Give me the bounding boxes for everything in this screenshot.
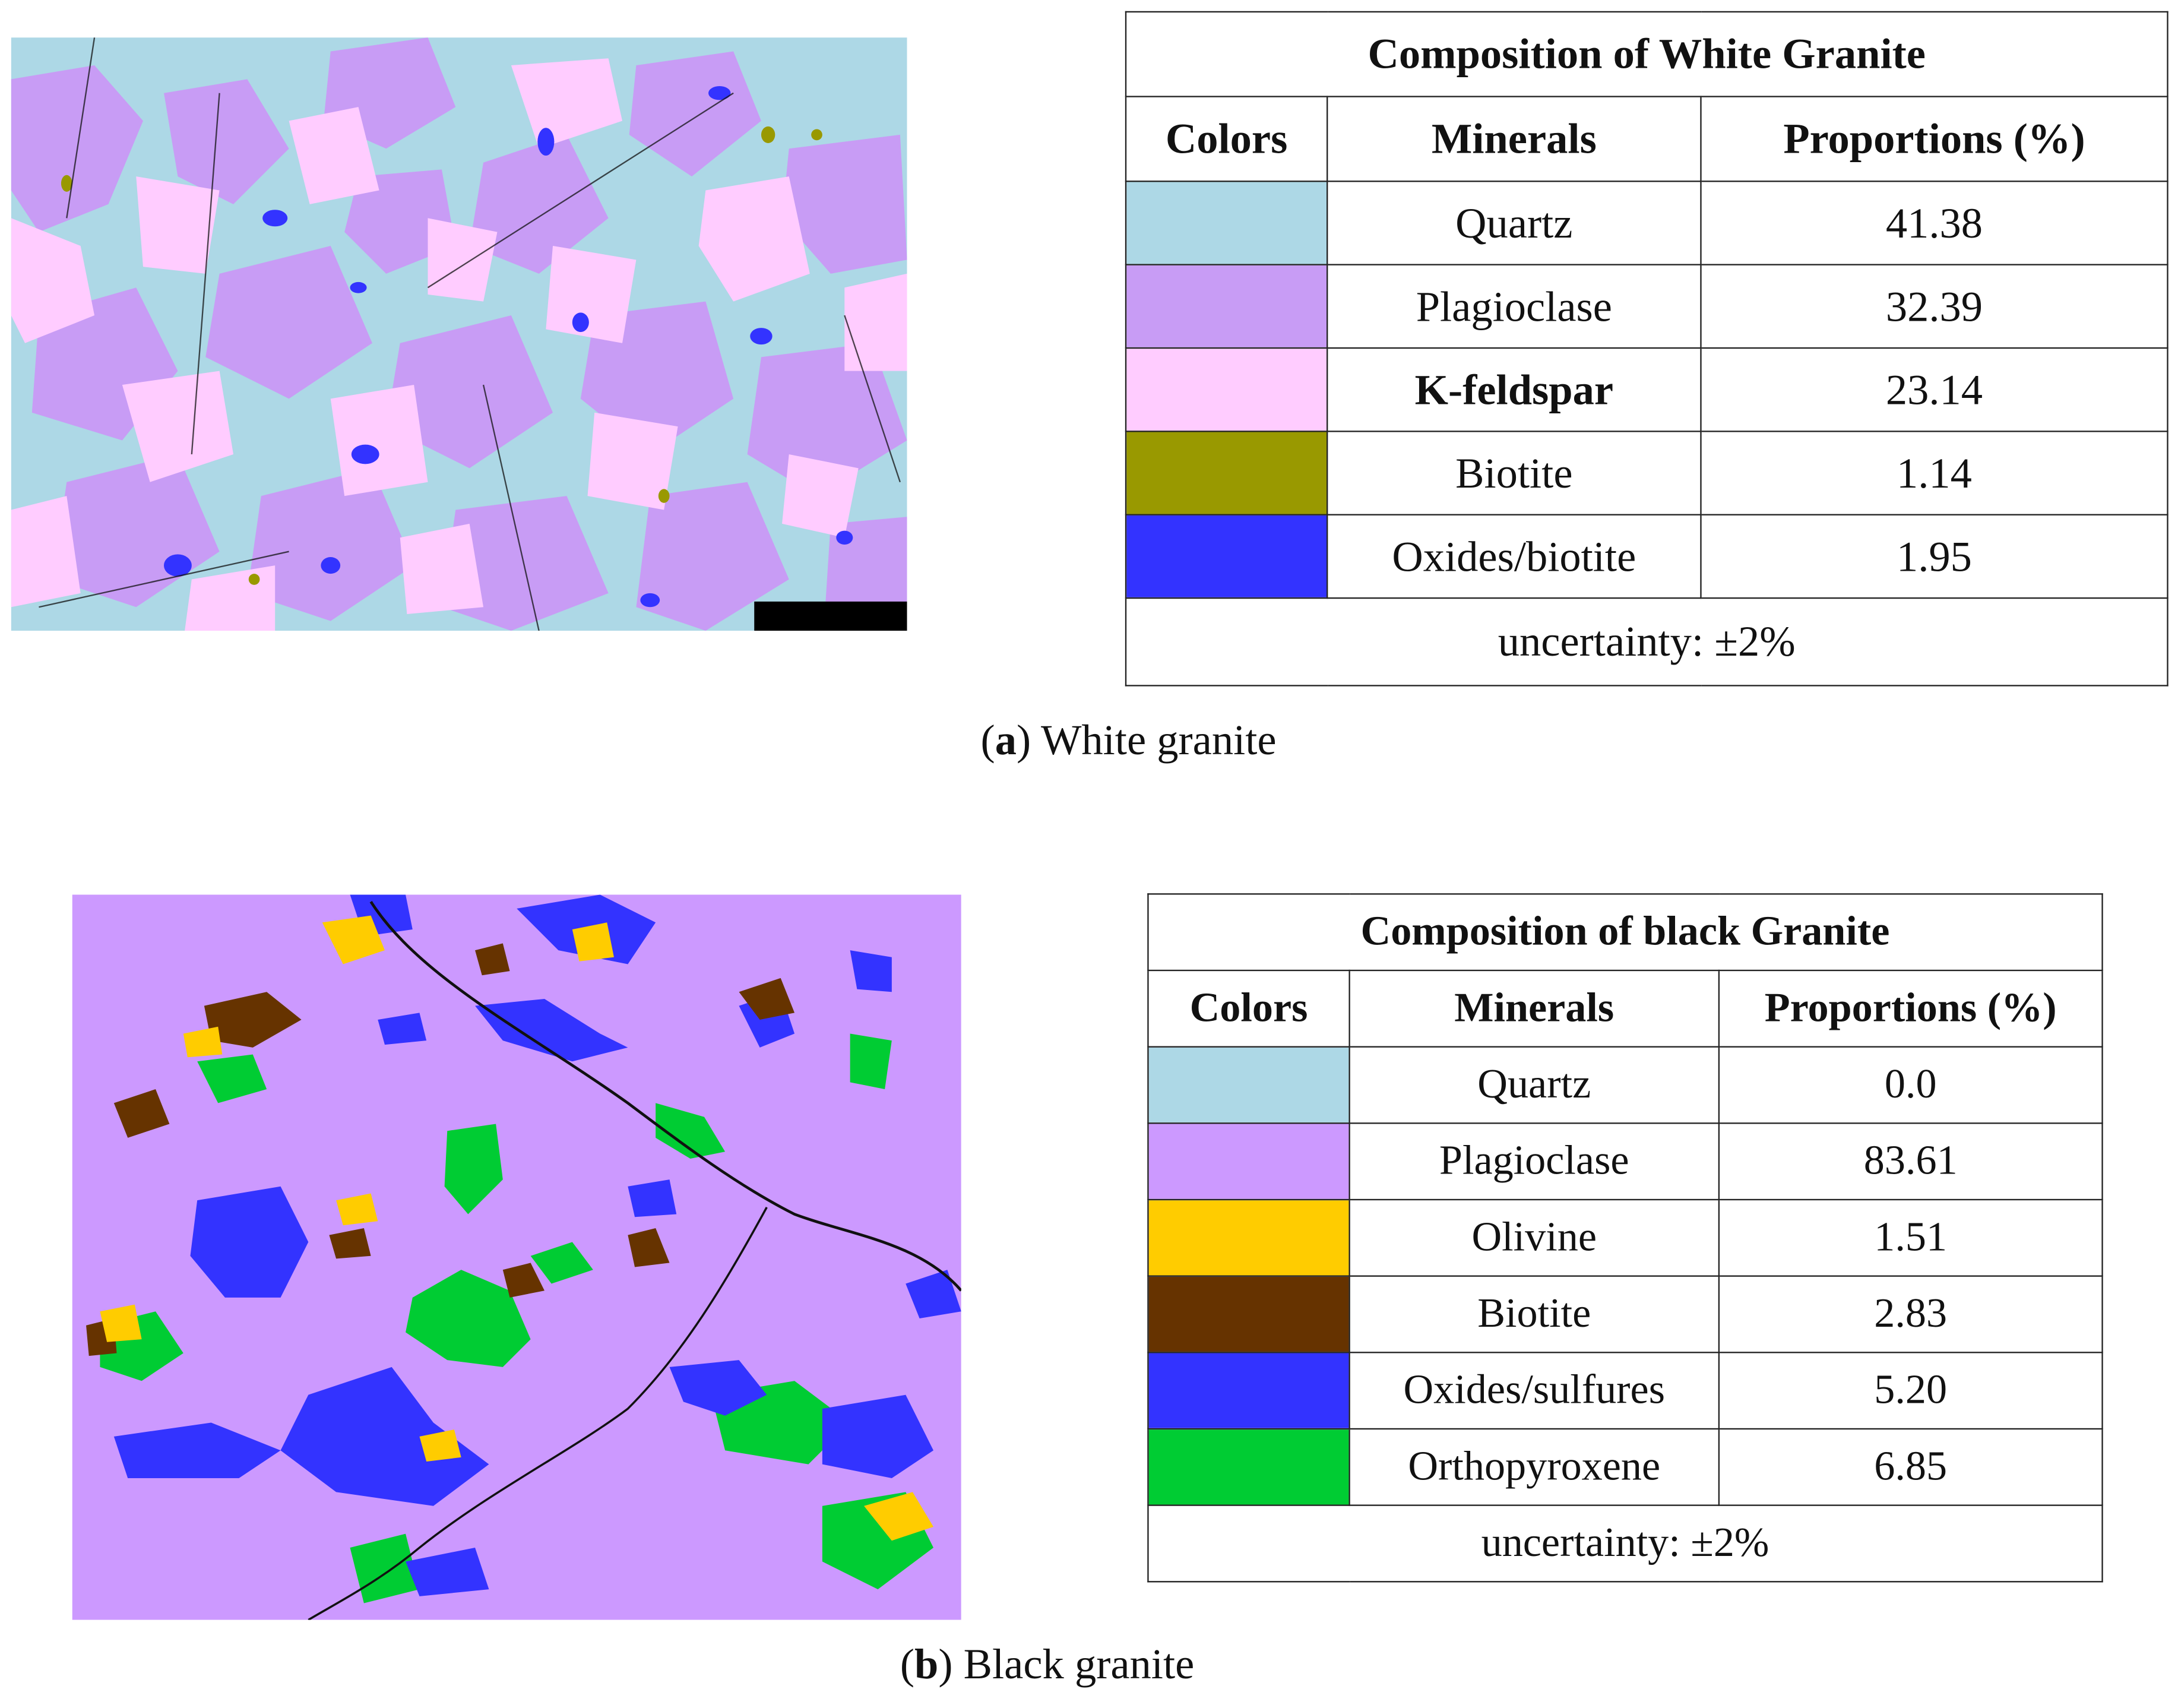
mineral-proportion: 1.51: [1718, 1198, 2103, 1277]
biotite-grains: [86, 943, 795, 1356]
color-swatch: [1147, 1352, 1350, 1430]
caption-b: (b) Black granite: [900, 1639, 1195, 1688]
mineral-proportion: 5.20: [1718, 1352, 2103, 1430]
k-feldspar-grains: [11, 58, 907, 631]
mineral-proportion: 83.61: [1718, 1122, 2103, 1201]
mineral-name: K-feldspar: [1327, 347, 1702, 432]
mineral-proportion: 0.0: [1718, 1046, 2103, 1124]
mineral-name: Oxides/biotite: [1327, 514, 1702, 599]
mineral-proportion: 1.14: [1700, 431, 2168, 515]
table-title: Composition of White Granite: [1125, 11, 2168, 97]
caption-letter: b: [914, 1639, 939, 1688]
color-swatch: [1125, 514, 1328, 599]
mineral-name: Quartz: [1348, 1046, 1720, 1124]
color-swatch: [1147, 1122, 1350, 1201]
color-swatch: [1147, 1046, 1350, 1124]
table-title: Composition of black Granite: [1147, 893, 2103, 972]
color-swatch: [1125, 181, 1328, 265]
scale-bar: [754, 601, 907, 631]
color-swatch: [1147, 1198, 1350, 1277]
color-swatch: [1125, 431, 1328, 515]
biotite-grains: [61, 126, 822, 585]
black-granite-mineral-map: [72, 894, 961, 1620]
cracks: [308, 900, 961, 1620]
mineral-proportion: 23.14: [1700, 347, 2168, 432]
mineral-proportion: 1.95: [1700, 514, 2168, 599]
oxide-grains: [164, 86, 853, 608]
mineral-proportion: 6.85: [1718, 1428, 2103, 1506]
header-minerals: Minerals: [1348, 969, 1720, 1048]
mineral-name: Oxides/sulfures: [1348, 1352, 1720, 1430]
mineral-name: Plagioclase: [1327, 264, 1702, 349]
mineral-proportion: 41.38: [1700, 181, 2168, 265]
olivine-grains: [100, 915, 934, 1541]
caption-text: Black granite: [963, 1639, 1195, 1688]
mineral-name: Quartz: [1327, 181, 1702, 265]
header-colors: Colors: [1147, 969, 1350, 1048]
uncertainty-note: uncertainty: ±2%: [1147, 1504, 2103, 1583]
mineral-proportion: 32.39: [1700, 264, 2168, 349]
mineral-proportion: 2.83: [1718, 1275, 2103, 1353]
uncertainty-note: uncertainty: ±2%: [1125, 597, 2168, 687]
color-swatch: [1147, 1275, 1350, 1353]
mineral-name: Biotite: [1327, 431, 1702, 515]
color-swatch: [1125, 347, 1328, 432]
white-granite-composition-table: Composition of White Granite Colors Mine…: [1125, 11, 2168, 687]
header-proportions: Proportions (%): [1718, 969, 2103, 1048]
color-swatch: [1147, 1428, 1350, 1506]
caption-a: (a) White granite: [980, 715, 1277, 764]
mineral-name: Biotite: [1348, 1275, 1720, 1353]
color-swatch: [1125, 264, 1328, 349]
oxide-grains: [113, 894, 961, 1596]
caption-letter: a: [995, 715, 1017, 764]
header-colors: Colors: [1125, 96, 1328, 182]
orthopyroxene-grains: [100, 1033, 934, 1603]
mineral-name: Plagioclase: [1348, 1122, 1720, 1201]
white-granite-mineral-map: [11, 37, 907, 631]
header-proportions: Proportions (%): [1700, 96, 2168, 182]
black-granite-composition-table: Composition of black Granite Colors Mine…: [1147, 893, 2103, 1583]
header-minerals: Minerals: [1327, 96, 1702, 182]
caption-text: White granite: [1040, 715, 1277, 764]
mineral-name: Olivine: [1348, 1198, 1720, 1277]
cracks: [39, 37, 901, 631]
mineral-name: Orthopyroxene: [1348, 1428, 1720, 1506]
